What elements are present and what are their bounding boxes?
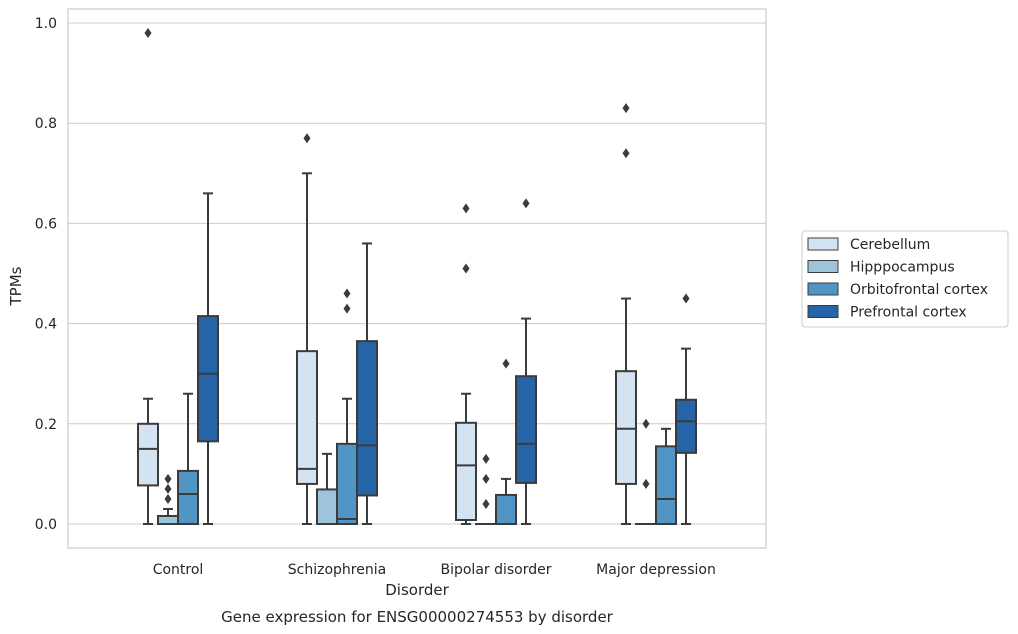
outlier-point <box>164 493 172 504</box>
box-bipolar-disorder <box>475 453 497 526</box>
outlier-point <box>164 473 172 484</box>
outlier-point <box>502 358 510 369</box>
legend-swatch <box>807 237 839 251</box>
y-tick-label: 0.6 <box>35 216 57 232</box>
y-axis-label: TPMs <box>7 266 25 306</box>
outlier-point <box>462 263 470 274</box>
box-body <box>675 398 697 454</box>
box-body <box>615 370 637 485</box>
legend-swatch <box>807 260 839 273</box>
y-tick-label: 0.4 <box>35 317 57 333</box>
box-body <box>455 421 477 521</box>
y-tick-labels: 0.0 0.2 0.4 0.6 0.8 1.0 <box>35 16 57 533</box>
figure-caption: Gene expression for ENSG00000274553 by d… <box>221 608 614 626</box>
outlier-point <box>622 148 630 159</box>
box-body <box>197 315 219 443</box>
box-schizophrenia <box>356 242 378 525</box>
box-body <box>495 493 517 525</box>
outlier-point <box>303 133 311 144</box>
box-control <box>197 192 219 525</box>
outlier-point <box>522 198 530 209</box>
legend-frame <box>801 230 1009 328</box>
series-prefrontal-cortex <box>197 192 697 525</box>
box-body <box>137 422 159 487</box>
legend-label: Cerebellum <box>850 237 930 253</box>
box-schizophrenia <box>296 133 318 525</box>
box-body <box>316 488 338 525</box>
box-major-depression <box>615 103 637 525</box>
box-major-depression <box>635 418 657 526</box>
legend-label: Prefrontal cortex <box>850 305 967 321</box>
box-bipolar-disorder <box>495 358 517 525</box>
box-body <box>296 350 318 485</box>
y-tick-label: 1.0 <box>35 16 57 32</box>
box-control <box>137 28 159 525</box>
outlier-point <box>682 293 690 304</box>
box-body <box>356 340 378 497</box>
x-tick-label: Bipolar disorder <box>440 562 551 578</box>
box-body <box>336 442 358 525</box>
outlier-point <box>343 303 351 314</box>
outlier-point <box>144 28 152 39</box>
box-body <box>515 375 537 484</box>
outlier-point <box>482 498 490 509</box>
legend-label: Hipppocampus <box>850 260 955 276</box>
box-bipolar-disorder <box>455 203 477 525</box>
box-body <box>655 445 677 525</box>
legend-label: Orbitofrontal cortex <box>850 282 988 298</box>
outlier-point <box>482 453 490 464</box>
box-series <box>137 28 697 526</box>
box-body <box>157 514 179 526</box>
outlier-point <box>622 103 630 114</box>
legend-swatch <box>807 305 839 318</box>
y-tick-label: 0.0 <box>35 517 57 533</box>
outlier-point <box>642 418 650 429</box>
box-bipolar-disorder <box>515 198 537 525</box>
box-major-depression <box>655 427 677 525</box>
plot-frame <box>67 8 767 549</box>
x-axis-label: Disorder <box>385 581 449 599</box>
y-tick-label: 0.8 <box>35 116 57 132</box>
x-tick-labels: Control Schizophrenia Bipolar disorder Majo… <box>153 562 716 578</box>
series-orbitofrontal-cortex <box>177 288 677 526</box>
box-body <box>177 469 199 526</box>
outlier-point <box>642 478 650 489</box>
legend: Cerebellum Hipppocampus Orbitofrontal cort… <box>801 230 1009 328</box>
outlier-point <box>482 473 490 484</box>
y-tick-label: 0.2 <box>35 417 57 433</box>
x-tick-label: Major depression <box>596 562 716 578</box>
outlier-point <box>164 483 172 494</box>
outlier-point <box>343 288 351 299</box>
box-control <box>177 392 199 526</box>
series-cerebellum <box>137 28 637 525</box>
x-tick-label: Schizophrenia <box>288 562 386 578</box>
outlier-point <box>462 203 470 214</box>
legend-swatch <box>807 282 839 296</box>
x-tick-label: Control <box>153 562 204 578</box>
box-major-depression <box>675 293 697 525</box>
